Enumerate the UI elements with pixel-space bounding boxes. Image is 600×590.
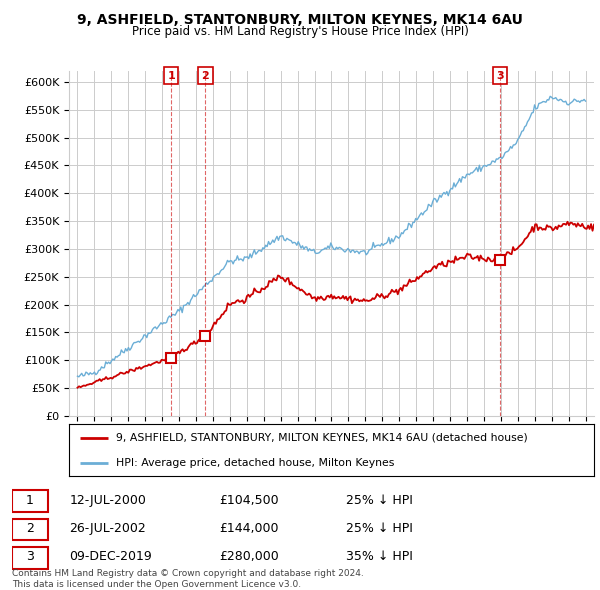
Text: 2: 2 [26,522,34,535]
Text: 35% ↓ HPI: 35% ↓ HPI [346,550,413,563]
Text: 3: 3 [496,71,503,81]
Text: 1: 1 [26,494,34,507]
FancyBboxPatch shape [12,519,48,540]
Text: £104,500: £104,500 [220,494,279,507]
FancyBboxPatch shape [12,547,48,569]
Text: 09-DEC-2019: 09-DEC-2019 [70,550,152,563]
Text: 9, ASHFIELD, STANTONBURY, MILTON KEYNES, MK14 6AU (detached house): 9, ASHFIELD, STANTONBURY, MILTON KEYNES,… [116,432,528,442]
Text: 9, ASHFIELD, STANTONBURY, MILTON KEYNES, MK14 6AU: 9, ASHFIELD, STANTONBURY, MILTON KEYNES,… [77,13,523,27]
Text: HPI: Average price, detached house, Milton Keynes: HPI: Average price, detached house, Milt… [116,458,395,468]
Text: 3: 3 [26,550,34,563]
Text: Price paid vs. HM Land Registry's House Price Index (HPI): Price paid vs. HM Land Registry's House … [131,25,469,38]
Text: 1: 1 [167,71,175,81]
Text: Contains HM Land Registry data © Crown copyright and database right 2024.
This d: Contains HM Land Registry data © Crown c… [12,569,364,589]
Text: £144,000: £144,000 [220,522,279,535]
Text: 12-JUL-2000: 12-JUL-2000 [70,494,146,507]
FancyBboxPatch shape [12,490,48,512]
Text: 2: 2 [202,71,209,81]
Text: £280,000: £280,000 [220,550,279,563]
Text: 25% ↓ HPI: 25% ↓ HPI [346,494,413,507]
Text: 25% ↓ HPI: 25% ↓ HPI [346,522,413,535]
Text: 26-JUL-2002: 26-JUL-2002 [70,522,146,535]
